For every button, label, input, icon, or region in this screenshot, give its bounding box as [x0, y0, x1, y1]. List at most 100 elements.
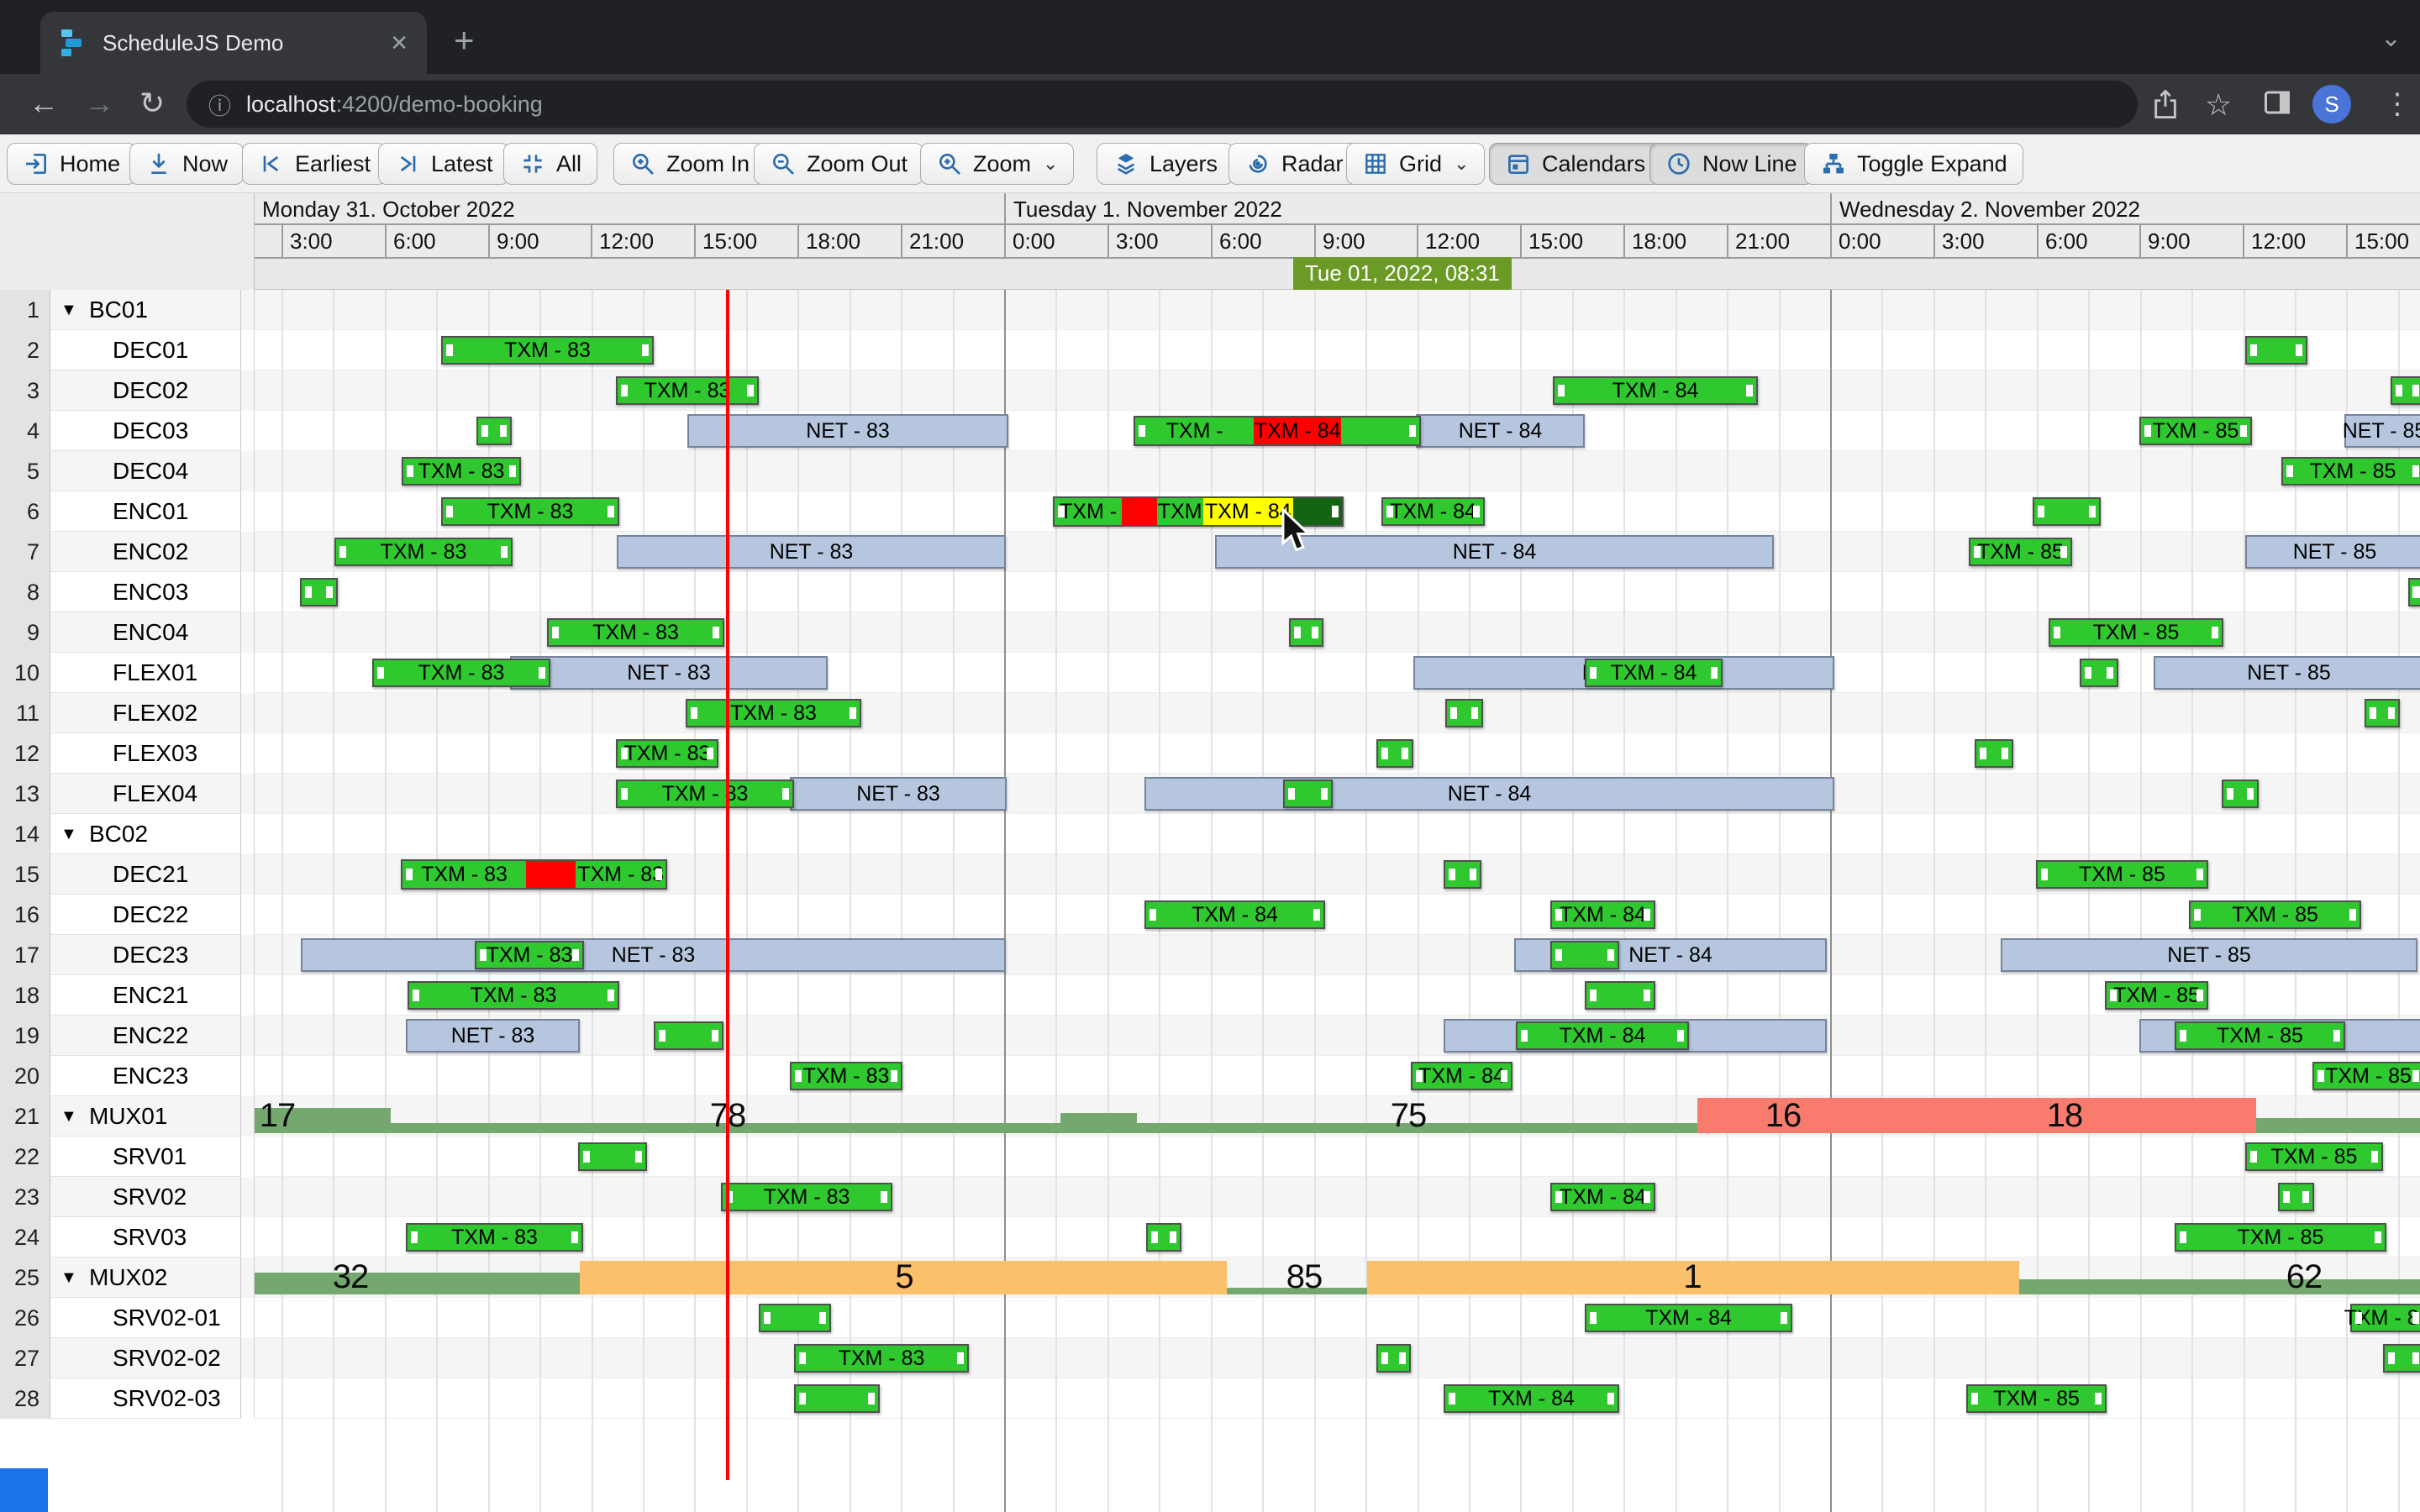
gantt-bar-txm[interactable]: TXM - 85 [2175, 1021, 2345, 1050]
row-name-srv01[interactable]: SRV01 [50, 1137, 241, 1177]
gantt-bar-net[interactable]: NET - 83 [301, 938, 1006, 972]
gantt-bar-small[interactable] [654, 1021, 723, 1050]
zoom-button[interactable]: Zoom ⌄ [920, 143, 1075, 185]
gantt-bar-net[interactable]: NET - 83 [510, 656, 828, 690]
gantt-bar-txm[interactable]: TXM - 84 [1553, 376, 1758, 405]
row-name-bc01[interactable]: ▼ BC01 [50, 290, 241, 330]
gantt-bar-txm[interactable]: TXM - 85 [2105, 981, 2208, 1010]
collapse-triangle-icon[interactable]: ▼ [60, 301, 77, 319]
gantt-bar-small[interactable] [2080, 659, 2118, 687]
gantt-bar-txm[interactable]: TXM - 85 [2312, 1062, 2420, 1090]
row-name-enc22[interactable]: ENC22 [50, 1016, 241, 1056]
row-name-srv03[interactable]: SRV03 [50, 1217, 241, 1257]
gantt-bar-small[interactable] [2222, 780, 2259, 808]
back-icon[interactable]: ← [29, 86, 59, 120]
gantt-bar-txm[interactable]: TXM - 83 [334, 538, 513, 566]
gantt-bar-txm[interactable]: TXM - 85 [2281, 457, 2420, 486]
all-button[interactable]: All [503, 143, 598, 185]
gantt-bar-net[interactable]: NET - 84 [1416, 414, 1585, 448]
gantt-bar-small[interactable] [759, 1304, 831, 1332]
gantt-bar-small[interactable] [2365, 699, 2400, 727]
gantt-bar-txm[interactable]: TXM - 83 [616, 739, 718, 768]
gantt-bar-txm[interactable]: TXM - 85 [2139, 417, 2252, 445]
gantt-bar-small[interactable] [2245, 336, 2307, 365]
gantt-bar-txm[interactable]: TXM - 83 [441, 336, 654, 365]
browser-tab[interactable]: ScheduleJS Demo ✕ [40, 12, 427, 74]
gantt-bar-txm[interactable]: TXM - 84 [1411, 1062, 1512, 1090]
gantt-bar-small[interactable] [794, 1384, 880, 1413]
row-name-dec23[interactable]: DEC23 [50, 935, 241, 975]
gantt-bar-txm[interactable]: TXM - 83 [616, 780, 794, 808]
gantt-bar-segmented[interactable]: TXM - 83 TXM - 83 [401, 859, 667, 890]
zoom-in-button[interactable]: Zoom In [613, 143, 766, 185]
row-name-dec22[interactable]: DEC22 [50, 895, 241, 935]
bookmark-star-icon[interactable]: ☆ [2205, 87, 2233, 122]
gantt-bar-net[interactable]: NET - 83 [790, 777, 1007, 811]
gantt-bar-txm[interactable]: TXM - 84 [1444, 1384, 1619, 1413]
gantt-bar-small[interactable] [2033, 497, 2101, 526]
layers-button[interactable]: Layers [1097, 143, 1234, 185]
gantt-bar-txm[interactable]: TXM - 83 [441, 497, 619, 526]
gantt-bar-small[interactable] [2278, 1183, 2314, 1211]
share-icon[interactable] [2151, 87, 2180, 125]
gantt-bar-small[interactable] [1585, 981, 1655, 1010]
gantt-bar-small[interactable] [1550, 941, 1619, 969]
row-name-enc02[interactable]: ENC02 [50, 532, 241, 572]
row-name-dec21[interactable]: DEC21 [50, 854, 241, 895]
row-name-srv02[interactable]: SRV02 [50, 1177, 241, 1217]
grid-button[interactable]: Grid ⌄ [1346, 143, 1486, 185]
row-name-enc04[interactable]: ENC04 [50, 612, 241, 653]
gantt-bar-net[interactable]: NET - 84 [1215, 535, 1774, 569]
gantt-bar-txm[interactable]: TXM - 85 [1966, 1384, 2107, 1413]
gantt-bar-txm[interactable]: TXM - 83 [721, 1183, 892, 1211]
gantt-bar-net[interactable]: NET - 85 [2245, 535, 2420, 569]
gantt-bar-small[interactable] [1975, 739, 2013, 768]
gantt-bar-small[interactable] [1376, 739, 1413, 768]
now-line-button[interactable]: Now Line [1649, 143, 1813, 185]
address-bar[interactable]: ⓘ localhost:4200/demo-booking [187, 81, 2138, 128]
gantt-bar-txm[interactable]: TXM - 84 [1550, 1183, 1655, 1211]
forward-icon[interactable]: → [84, 86, 114, 120]
now-button[interactable]: Now [129, 143, 245, 185]
side-panel-icon[interactable] [2262, 87, 2292, 122]
row-name-flex01[interactable]: FLEX01 [50, 653, 241, 693]
row-name-enc21[interactable]: ENC21 [50, 975, 241, 1016]
tab-list-chevron-icon[interactable]: ⌄ [2380, 24, 2402, 52]
gantt-bar-segmented[interactable]: TXM - TXM TXM - 84 [1053, 496, 1344, 527]
gantt-bar-txm[interactable]: TXM - 84 [1144, 900, 1325, 929]
gantt-bar-txm[interactable]: TXM - 83 [547, 618, 724, 647]
gantt-bar-net[interactable]: NET - 83 [617, 535, 1006, 569]
row-name-flex03[interactable]: FLEX03 [50, 733, 241, 774]
row-name-enc01[interactable]: ENC01 [50, 491, 241, 532]
gantt-bar-small[interactable] [2383, 1344, 2420, 1373]
gantt-bar-txm[interactable]: TXM - 85 [2175, 1223, 2386, 1252]
tab-close-icon[interactable]: ✕ [390, 29, 408, 55]
gantt-bar-txm[interactable]: TXM - 85 [2344, 1304, 2420, 1332]
gantt-bar-txm[interactable]: TXM - 85 [2049, 618, 2223, 647]
gantt-bar-txm[interactable]: TXM - 83 [408, 981, 619, 1010]
gantt-bar-small[interactable] [1289, 618, 1323, 647]
row-name-mux01[interactable]: ▼ MUX01 [50, 1096, 241, 1137]
gantt-bar-small[interactable] [1376, 1344, 1411, 1373]
home-button[interactable]: Home [7, 143, 137, 185]
collapse-triangle-icon[interactable]: ▼ [60, 1107, 77, 1126]
row-name-mux02[interactable]: ▼ MUX02 [50, 1257, 241, 1298]
row-name-srv02-02[interactable]: SRV02-02 [50, 1338, 241, 1378]
gantt-bar-txm[interactable]: TXM - 85 [2245, 1142, 2383, 1171]
gantt-bar-small[interactable] [2408, 578, 2420, 606]
row-name-dec02[interactable]: DEC02 [50, 370, 241, 411]
gantt-bar-txm[interactable]: TXM - 83 [402, 457, 521, 486]
gantt-bar-txm[interactable]: TXM - 84 [1516, 1021, 1689, 1050]
gantt-bar-txm[interactable]: TXM - 83 [616, 376, 759, 405]
row-name-enc03[interactable]: ENC03 [50, 572, 241, 612]
gantt-bar-small[interactable] [1146, 1223, 1181, 1252]
gantt-bar-small[interactable] [1445, 699, 1483, 727]
gantt-bar-small[interactable] [300, 578, 338, 606]
gantt-bar-small[interactable] [1283, 780, 1333, 808]
toggle-expand-button[interactable]: Toggle Expand [1804, 143, 2023, 185]
gantt-bar-txm[interactable]: TXM - 83 [790, 1062, 902, 1090]
new-tab-button[interactable]: + [454, 20, 475, 60]
collapse-triangle-icon[interactable]: ▼ [60, 825, 77, 843]
gantt-bar-txm[interactable]: TXM - 83 [686, 699, 861, 727]
profile-avatar[interactable]: S [2312, 85, 2351, 123]
